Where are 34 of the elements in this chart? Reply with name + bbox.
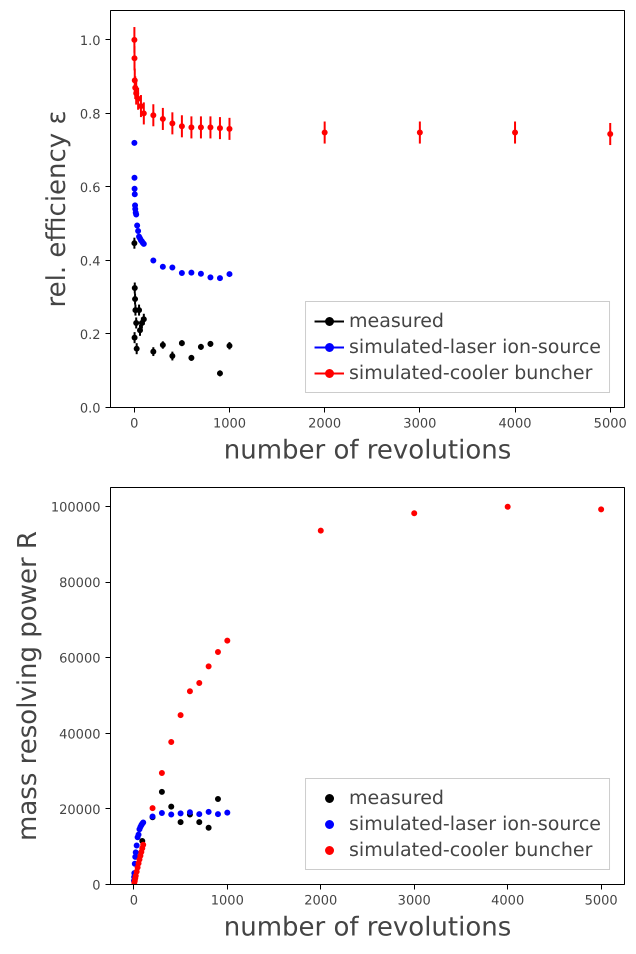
x-tick-label: 5000 <box>594 416 627 432</box>
y-tick-label: 0.0 <box>80 402 101 416</box>
y-tick-label: 80000 <box>59 576 101 592</box>
x-tick-label: 2000 <box>304 894 338 908</box>
x-tick-label: 4000 <box>491 894 524 908</box>
x-axis-title: number of revolutions <box>224 436 512 466</box>
legend-label: measured <box>349 787 444 809</box>
y-axis-title: mass resolving power R <box>12 531 43 841</box>
x-tick-label: 3000 <box>398 894 431 908</box>
x-tick-label: 3000 <box>403 416 436 432</box>
legend-label: simulated-laser ion-source <box>349 336 601 358</box>
y-tick-label: 100000 <box>50 500 101 516</box>
y-tick-label: 1.0 <box>80 34 101 49</box>
x-tick-label: 5000 <box>584 894 618 908</box>
legend-label: measured <box>349 310 444 332</box>
x-tick-label: 4000 <box>498 416 532 432</box>
legend-label: simulated-cooler buncher <box>349 362 592 384</box>
x-axis-title: number of revolutions <box>224 912 512 942</box>
y-tick-label: 60000 <box>59 652 101 667</box>
y-tick-label: 0.2 <box>80 328 101 343</box>
y-tick-label: 20000 <box>59 802 101 818</box>
x-tick-label: 0 <box>130 894 138 908</box>
y-tick-label: 0.8 <box>80 107 101 122</box>
y-tick-label: 0 <box>92 878 101 894</box>
x-tick-label: 0 <box>130 416 138 432</box>
legend-label: simulated-cooler buncher <box>349 839 592 861</box>
y-axis-title: rel. efficiency ε <box>42 110 72 308</box>
y-tick-label: 0.4 <box>80 254 101 270</box>
y-tick-label: 40000 <box>59 727 101 742</box>
y-tick-label: 0.6 <box>80 180 101 196</box>
x-tick-label: 2000 <box>308 416 342 432</box>
legend-label: simulated-laser ion-source <box>349 813 601 835</box>
x-tick-label: 1000 <box>210 894 244 908</box>
x-tick-label: 1000 <box>212 416 246 432</box>
